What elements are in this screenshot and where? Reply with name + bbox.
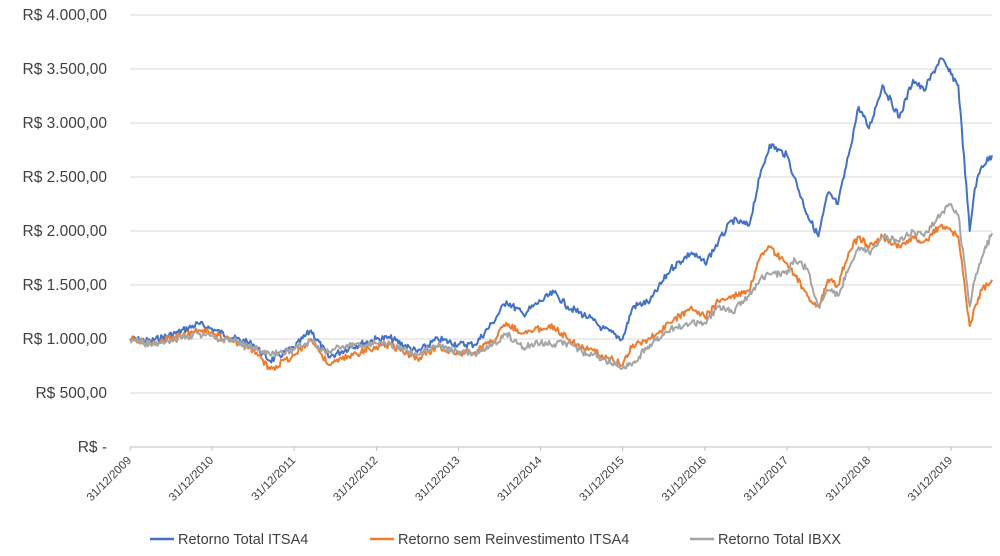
x-tick-label: 31/12/2018 [824, 455, 873, 504]
series-line-1 [129, 57, 993, 364]
y-tick-label: R$ 1.000,00 [23, 331, 108, 348]
x-tick-label: 31/12/2012 [331, 455, 380, 504]
y-tick-label: R$ 3.500,00 [23, 61, 108, 78]
x-tick-label: 31/12/2015 [578, 455, 627, 504]
y-tick-label: R$ 3.000,00 [23, 115, 108, 132]
x-tick-label: 31/12/2009 [85, 455, 134, 504]
x-tick-label: 31/12/2011 [250, 455, 299, 504]
legend-label: Retorno Total IBXX [718, 532, 841, 548]
y-tick-label: R$ - [78, 439, 107, 456]
x-axis-ticks: 31/12/2009 31/12/2010 31/12/2011 31/12/2012… [85, 447, 955, 504]
x-tick-label: 31/12/2013 [413, 455, 462, 504]
y-tick-label: R$ 1.500,00 [23, 277, 108, 294]
x-tick-label: 31/12/2017 [742, 455, 791, 504]
y-tick-label: R$ 500,00 [35, 385, 107, 402]
x-tick-label: 31/12/2019 [906, 455, 955, 504]
legend-label: Retorno sem Reinvestimento ITSA4 [398, 532, 629, 548]
y-tick-label: R$ 2.500,00 [23, 169, 108, 186]
x-tick-label: 31/12/2014 [495, 454, 545, 504]
x-tick-label: 31/12/2016 [660, 455, 709, 504]
y-tick-label: R$ 4.000,00 [23, 7, 108, 24]
series-line-2 [129, 223, 993, 371]
series-lines [129, 57, 993, 371]
legend-label: Retorno Total ITSA4 [178, 532, 308, 548]
x-tick-label: 31/12/2010 [167, 455, 216, 504]
legend: Retorno Total ITSA4 Retorno sem Reinvesti… [150, 532, 841, 548]
gridlines [130, 14, 992, 448]
y-tick-label: R$ 2.000,00 [23, 223, 108, 240]
series-line-3 [129, 203, 993, 370]
y-axis-ticks: R$ - R$ 500,00 R$ 1.000,00 R$ 1.500,00 R$ 2.… [23, 7, 108, 456]
